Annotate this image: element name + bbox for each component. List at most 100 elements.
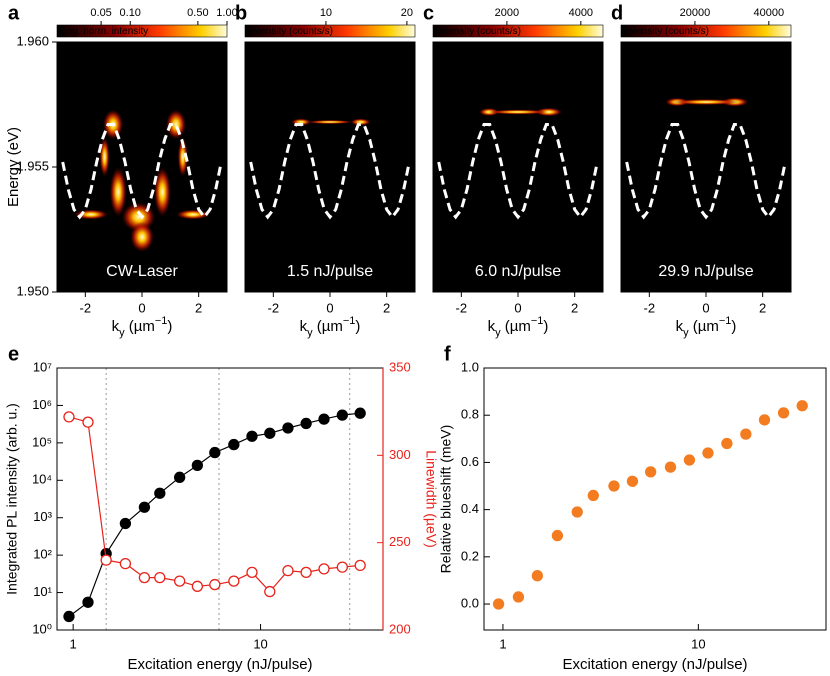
- data-point: [758, 414, 771, 426]
- x-tick-label: 0: [702, 300, 709, 315]
- emission-blob: [487, 109, 549, 115]
- panel-letter: d: [611, 2, 623, 24]
- emission-blob: [306, 120, 354, 124]
- colorbar-label: Log. norm. intensity: [61, 26, 148, 37]
- data-point: [354, 407, 366, 419]
- x-axis-label-part: (µm: [689, 318, 719, 335]
- data-point: [796, 400, 808, 412]
- colorbar-tick-label: 40000: [754, 7, 785, 19]
- x-tick-label: 0: [326, 300, 333, 315]
- colorbar-tick-label: 1.00: [216, 7, 237, 19]
- data-point: [626, 475, 639, 487]
- data-point: [282, 422, 294, 434]
- y-tick-label: 10⁶: [32, 397, 52, 412]
- panel-title: CW-Laser: [106, 263, 178, 280]
- x-axis-label: ky (µm−1): [488, 315, 549, 339]
- y-tick-label: 0.6: [461, 454, 479, 469]
- data-point: [246, 566, 258, 579]
- x-tick-label: 2: [383, 300, 390, 315]
- x-tick-label: -2: [644, 300, 656, 315]
- data-point: [644, 466, 657, 478]
- panel-letter: c: [423, 2, 434, 24]
- emission-blob: [165, 109, 187, 140]
- data-point: [354, 559, 366, 572]
- emission-blob: [99, 137, 110, 177]
- data-point: [531, 570, 543, 582]
- colorbar-tick-label: 0.10: [120, 7, 141, 19]
- emission-blob: [130, 222, 154, 252]
- emission-blob: [153, 167, 171, 217]
- panel-letter: f: [444, 343, 451, 365]
- x-axis-label-part: −1: [155, 315, 168, 327]
- y-tick-label: 10⁵: [32, 434, 52, 449]
- data-point: [173, 471, 186, 483]
- data-point: [551, 529, 564, 542]
- data-point: [492, 598, 505, 610]
- data-point: [664, 461, 677, 473]
- colorbar: [432, 24, 604, 38]
- x-axis-label-part: −1: [531, 315, 544, 327]
- x-axis-label: ky (µm−1): [676, 315, 737, 339]
- x-axis-label-part: k: [300, 318, 308, 335]
- x-axis-label-part: (µm: [501, 318, 531, 335]
- y-tick-label: 0.2: [461, 548, 479, 563]
- colorbar-label: Intensity (counts/s): [249, 26, 333, 37]
- y-tick-label: 1.960: [16, 33, 49, 48]
- panel-title: 6.0 nJ/pulse: [475, 263, 561, 280]
- x-tick-label: -2: [80, 300, 92, 315]
- heatmap-background: [433, 42, 603, 292]
- colorbar-tick-label: 0.50: [187, 7, 208, 19]
- colorbar-label: Intensity (counts/s): [625, 26, 709, 37]
- y-tick-label: 10⁷: [33, 359, 52, 374]
- x-axis-label: ky (µm−1): [112, 315, 173, 339]
- data-point: [228, 575, 240, 587]
- colorbar-tick-label: 20: [401, 7, 413, 19]
- y2-tick-label: 300: [389, 447, 411, 462]
- x-axis-label-part: y: [683, 327, 689, 339]
- y-tick-label: 0.8: [461, 407, 479, 422]
- x-axis-label-part: (µm: [125, 318, 155, 335]
- series-line: [68, 416, 361, 593]
- x-tick-label: -2: [268, 300, 280, 315]
- y-axis-label: Energy (eV): [5, 127, 22, 207]
- data-point: [191, 580, 204, 592]
- data-point: [191, 459, 204, 472]
- emission-blob: [350, 118, 371, 126]
- data-point: [512, 591, 525, 603]
- colorbar-tick-label: 4000: [569, 7, 593, 19]
- y-tick-label: 0.0: [461, 595, 479, 610]
- emission-blob: [176, 209, 210, 220]
- x-axis-label-part: (µm: [313, 318, 343, 335]
- data-point: [740, 428, 752, 440]
- data-point: [154, 571, 166, 584]
- data-point: [721, 437, 733, 450]
- x-tick-label: 2: [759, 300, 766, 315]
- dispersion-curve: [61, 123, 223, 220]
- y-tick-label: 0.4: [461, 501, 479, 516]
- emission-blob: [672, 99, 740, 105]
- data-point: [138, 571, 151, 584]
- frame: [483, 367, 827, 631]
- data-point: [702, 447, 714, 459]
- panel-letter: e: [8, 343, 19, 365]
- data-point: [777, 407, 790, 419]
- colorbar-tick-label: 10: [320, 7, 332, 19]
- x-axis-label-part: k: [112, 318, 120, 335]
- panel-title: 29.9 nJ/pulse: [658, 263, 753, 280]
- colorbar: [244, 24, 416, 38]
- x-tick-label: 0: [514, 300, 521, 315]
- y-tick-label: 1.0: [461, 359, 479, 374]
- data-point: [209, 578, 221, 591]
- panel-letter: b: [235, 2, 247, 24]
- data-point: [100, 554, 112, 566]
- data-point: [264, 585, 276, 598]
- x-tick-label: 2: [571, 300, 578, 315]
- data-point: [300, 566, 312, 579]
- data-point: [608, 480, 620, 492]
- data-point: [282, 564, 294, 577]
- y-axis-label: Relative blueshift (meV): [438, 425, 454, 574]
- data-point: [318, 413, 330, 425]
- data-point: [209, 446, 221, 459]
- heatmap-background: [621, 42, 791, 292]
